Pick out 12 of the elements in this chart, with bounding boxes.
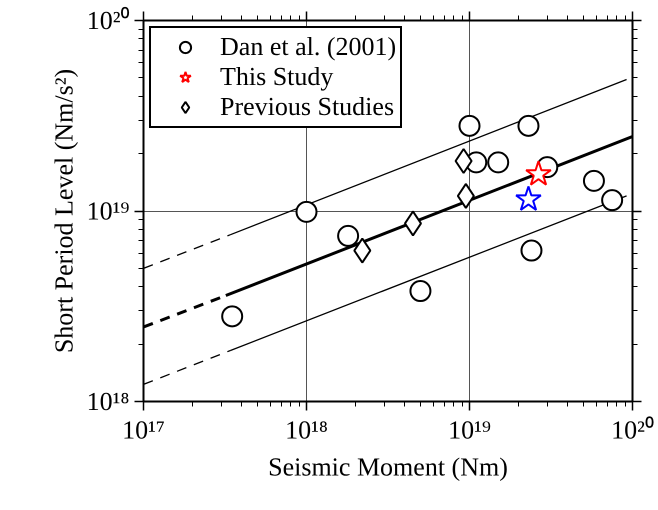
x-tick-label: 10¹⁸ [285, 416, 328, 444]
legend-label: Dan et al. (2001) [220, 32, 396, 62]
y-axis-title: Short Period Level (Nm/s²) [50, 68, 79, 354]
x-tick-label: 10¹⁹ [448, 416, 491, 444]
y-tick-label: 10¹⁸ [86, 387, 130, 416]
legend-label: This Study [220, 62, 334, 92]
x-tick-label: 10¹⁷ [122, 416, 165, 444]
y-tick-label: 10¹⁹ [86, 196, 130, 226]
x-axis-title: Seismic Moment (Nm) [268, 452, 508, 482]
x-tick-label: 10²⁰ [611, 416, 654, 444]
legend-label: Previous Studies [220, 92, 394, 122]
y-tick-label: 10²⁰ [86, 6, 130, 35]
